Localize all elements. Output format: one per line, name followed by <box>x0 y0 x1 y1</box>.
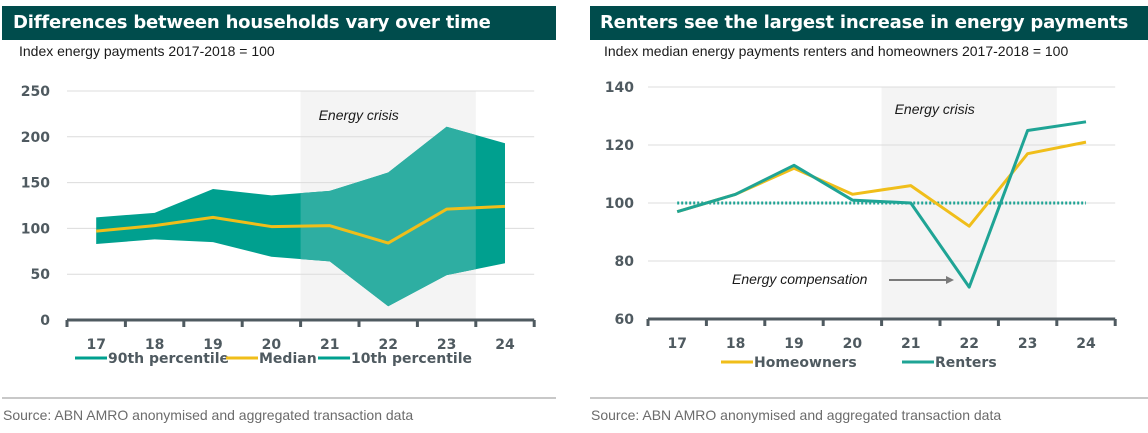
right-x-tick-label: 24 <box>1076 336 1096 352</box>
left-chart-title: Differences between households vary over… <box>2 6 556 40</box>
left-x-tick-label: 19 <box>203 337 222 353</box>
right-divider <box>590 397 1148 399</box>
right-x-tick-label: 22 <box>959 336 978 352</box>
left-legend-label: 10th percentile <box>351 351 472 367</box>
left-median-line <box>96 204 506 245</box>
right-chart-subtitle: Index median energy payments renters and… <box>604 43 1069 59</box>
right-renters-line <box>676 120 1087 289</box>
left-x-tick-label: 17 <box>86 337 105 353</box>
right-source-note: Source: ABN AMRO anonymised and aggregat… <box>591 407 1002 423</box>
left-crisis-label: Energy crisis <box>319 107 399 123</box>
right-y-tick-label: 120 <box>605 138 634 154</box>
right-legend-label: Homeowners <box>754 355 857 371</box>
right-chart-plot: 60 80 100 120 140 Energy crisis Energy compens… <box>605 80 1117 371</box>
left-x-tick-label: 20 <box>262 337 282 353</box>
right-y-tick-label: 80 <box>615 254 635 270</box>
left-chart-panel: Differences between households vary over… <box>0 0 556 433</box>
right-legend-label: Renters <box>935 355 997 371</box>
right-y-tick-label: 100 <box>605 196 634 212</box>
left-divider <box>2 397 556 399</box>
left-y-tick-label: 50 <box>31 267 51 283</box>
left-x-tick-label: 24 <box>495 337 515 353</box>
right-x-tick-label: 19 <box>784 336 803 352</box>
right-x-tick-label: 20 <box>843 336 863 352</box>
left-x-tick-label: 22 <box>378 337 397 353</box>
left-y-tick-label: 250 <box>21 84 50 100</box>
left-x-tick-label: 21 <box>320 337 339 353</box>
right-x-tick-label: 17 <box>667 336 686 352</box>
right-y-tick-label: 140 <box>605 80 634 96</box>
left-y-tick-label: 150 <box>21 176 50 192</box>
left-y-tick-label: 100 <box>21 221 50 237</box>
right-x-tick-label: 21 <box>901 336 920 352</box>
left-percentile-band-crisis <box>300 126 476 307</box>
left-chart-plot: 0 50 100 150 200 250 Energy crisis 17 18 19 20 21 22… <box>21 84 536 367</box>
left-x-tick-label: 23 <box>437 337 456 353</box>
left-x-tick-label: 18 <box>145 337 164 353</box>
right-energy-compensation-label: Energy compensation <box>732 271 868 287</box>
left-y-tick-label: 200 <box>21 130 50 146</box>
left-legend-label: Median <box>259 351 317 367</box>
right-x-tick-label: 18 <box>726 336 745 352</box>
right-x-tick-label: 23 <box>1018 336 1037 352</box>
right-chart-title: Renters see the largest increase in ener… <box>590 6 1148 40</box>
left-source-note: Source: ABN AMRO anonymised and aggregat… <box>3 407 414 423</box>
left-legend-label: 90th percentile <box>108 351 229 367</box>
left-chart-subtitle: Index energy payments 2017-2018 = 100 <box>19 43 275 59</box>
right-crisis-label: Energy crisis <box>895 101 975 117</box>
right-y-tick-label: 60 <box>615 312 635 328</box>
right-chart-panel: Renters see the largest increase in ener… <box>584 0 1148 433</box>
right-annotation-arrowhead <box>946 276 954 284</box>
left-y-tick-label: 0 <box>40 313 50 329</box>
